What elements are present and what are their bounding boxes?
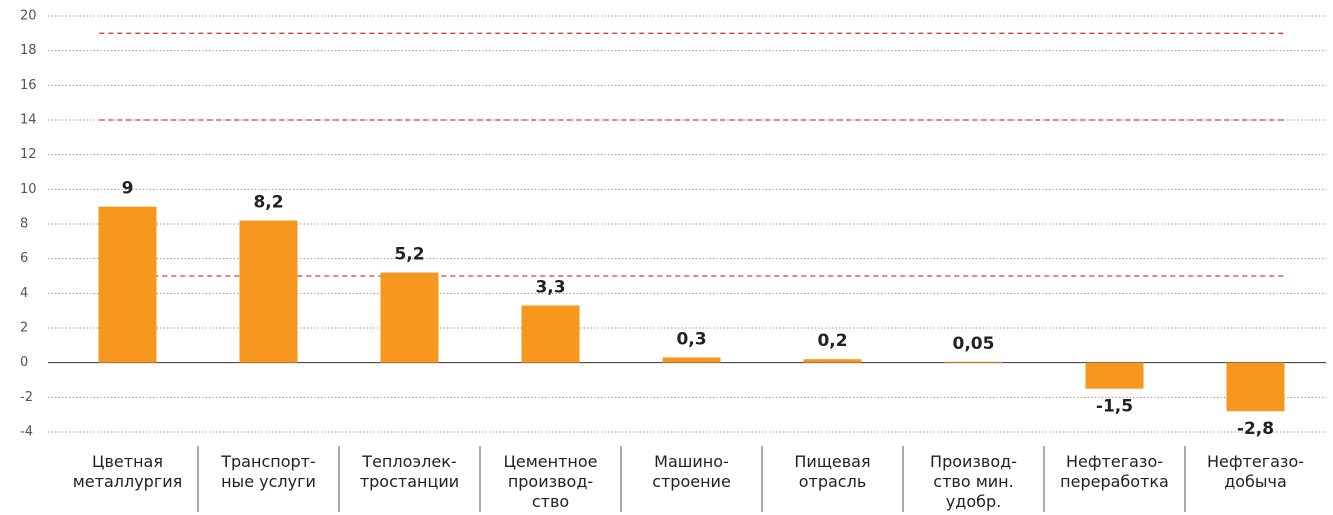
x-tick-line: Транспорт-: [220, 452, 316, 471]
x-tick-line: металлургия: [73, 472, 183, 491]
bar: [98, 206, 157, 363]
value-label: 8,2: [253, 193, 283, 213]
y-tick-label: -2: [20, 390, 33, 405]
y-tick-label: -4: [20, 425, 33, 440]
x-tick-line: Производ-: [930, 452, 1017, 471]
bar: [239, 220, 298, 363]
y-tick-label: 16: [20, 78, 37, 93]
x-tick-label: Теплоэлек-тростанции: [360, 452, 459, 491]
y-tick-label: 0: [20, 355, 28, 370]
x-tick-label: Пищевая отрасль: [794, 452, 870, 491]
bar: [803, 359, 862, 363]
bar: [380, 272, 439, 363]
y-tick-label: 6: [20, 251, 28, 266]
x-tick-line: тростанции: [360, 472, 459, 491]
x-tick-line: Нефтегазо-: [1207, 452, 1304, 471]
x-tick-label: Нефтегазо-переработка: [1060, 452, 1169, 491]
y-tick-label: 4: [20, 286, 28, 301]
x-tick-label: Нефтегазо-добыча: [1207, 452, 1304, 491]
x-tick-line: Цементное: [503, 452, 597, 471]
x-tick-label: Цветная металлургия: [73, 452, 183, 491]
x-tick-label: Транспорт-ные услуги: [220, 452, 316, 491]
value-label: -2,8: [1237, 419, 1274, 439]
value-label: 5,2: [394, 245, 424, 265]
bar: [1226, 362, 1285, 412]
y-tick-label: 18: [20, 43, 37, 58]
x-tick-line: ные услуги: [221, 472, 316, 491]
value-label: 9: [122, 179, 134, 199]
x-tick-line: Нефтегазо-: [1066, 452, 1163, 471]
y-tick-label: 2: [20, 321, 28, 336]
x-tick-line: Теплоэлек-: [361, 452, 456, 471]
value-label: -1,5: [1096, 397, 1133, 417]
x-tick-line: отрасль: [799, 472, 867, 491]
bar: [662, 357, 721, 363]
x-tick-line: добыча: [1224, 472, 1287, 491]
value-label: 3,3: [535, 277, 565, 297]
x-tick-label: Производ-ство мин. удобр.: [930, 452, 1017, 511]
x-tick-line: Цветная: [92, 452, 163, 471]
x-tick-line: Машино-: [654, 452, 729, 471]
y-tick-label: 14: [20, 113, 37, 128]
x-tick-line: переработка: [1060, 472, 1169, 491]
x-tick-line: строение: [652, 472, 731, 491]
bar: [944, 361, 1003, 363]
y-tick-label: 8: [20, 217, 28, 232]
value-label: 0,3: [676, 329, 706, 349]
y-tick-label: 12: [20, 147, 37, 162]
x-tick-line: производ-: [508, 472, 593, 491]
x-tick-label: Машино-строение: [652, 452, 731, 491]
value-label: 0,2: [817, 331, 847, 351]
bar: [521, 305, 580, 363]
x-tick-line: удобр.: [946, 492, 1001, 511]
y-tick-label: 10: [20, 182, 37, 197]
bar: [1085, 362, 1144, 389]
value-label: 0,05: [953, 334, 995, 354]
x-tick-line: ство: [532, 492, 569, 511]
x-tick-line: Пищевая: [794, 452, 870, 471]
y-tick-label: 20: [20, 9, 37, 24]
x-tick-label: Цементное производ-ство: [503, 452, 597, 511]
x-tick-line: ство мин.: [933, 472, 1013, 491]
